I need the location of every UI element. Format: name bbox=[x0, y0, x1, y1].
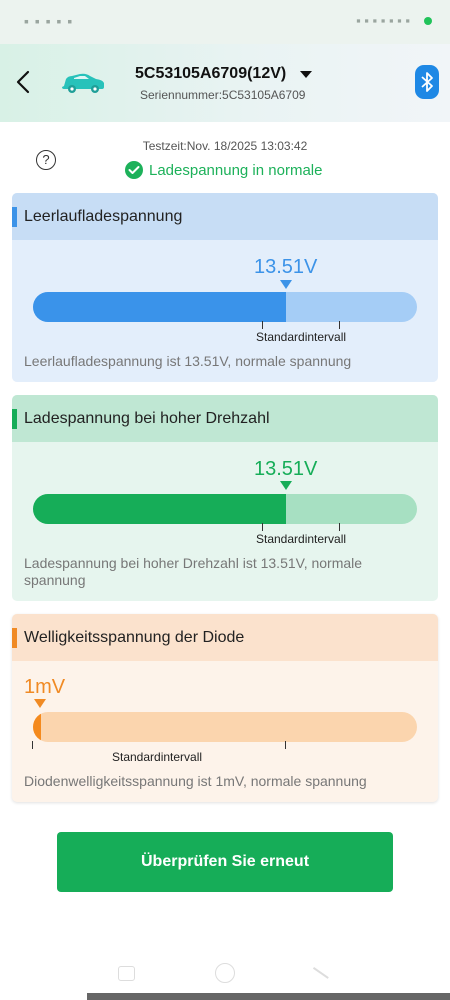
gauge-fill bbox=[33, 292, 287, 322]
card-accent bbox=[12, 628, 17, 648]
card-header: Ladespannung bei hoher Drehzahl bbox=[12, 395, 438, 442]
voltage-value: 13.51V bbox=[254, 458, 318, 480]
recent-apps-icon[interactable] bbox=[118, 966, 135, 981]
status-bar-indicators: ▪ ▪ ▪ ▪ ▪ ▪ ▪ bbox=[356, 13, 410, 28]
value-marker bbox=[280, 481, 292, 490]
status-bar-time: ▪ ▪ ▪ ▪ ▪ bbox=[24, 13, 74, 29]
bluetooth-icon bbox=[421, 72, 433, 92]
gauge-fill bbox=[33, 712, 41, 742]
card-description: Leerlaufladespannung ist 13.51V, normale… bbox=[24, 353, 352, 369]
card-title: Welligkeitsspannung der Diode bbox=[24, 629, 245, 646]
app-header: 5C53105A6709(12V) Seriennummer:5C53105A6… bbox=[0, 44, 450, 122]
card-accent bbox=[12, 409, 17, 429]
voltage-gauge bbox=[33, 712, 417, 742]
recheck-button[interactable]: Überprüfen Sie erneut bbox=[57, 832, 393, 892]
triangle-down-icon[interactable] bbox=[300, 71, 312, 78]
voltage-value: 1mV bbox=[24, 676, 66, 698]
gauge-fill bbox=[33, 494, 287, 524]
card-accent bbox=[12, 207, 17, 227]
range-label: Standardintervall bbox=[256, 330, 347, 344]
car-icon bbox=[62, 73, 104, 93]
bluetooth-button[interactable] bbox=[415, 65, 439, 99]
range-label: Standardintervall bbox=[112, 750, 203, 764]
range-end-tick bbox=[339, 523, 340, 531]
device-title[interactable]: 5C53105A6709(12V) bbox=[135, 65, 287, 82]
value-marker bbox=[34, 699, 46, 708]
card-description: Ladespannung bei hoher Drehzahl ist 13.5… bbox=[24, 555, 363, 588]
range-start-tick bbox=[262, 523, 263, 531]
serial-number: Seriennummer:5C53105A6709 bbox=[140, 88, 306, 102]
question-circle-icon[interactable]: ? bbox=[36, 150, 56, 170]
range-start-tick bbox=[32, 741, 33, 749]
value-marker bbox=[280, 280, 292, 289]
check-circle-icon bbox=[125, 161, 143, 179]
range-end-tick bbox=[285, 741, 286, 749]
card-description: Diodenwelligkeitsspannung ist 1mV, norma… bbox=[24, 773, 367, 789]
idle-charging-voltage-card: Leerlaufladespannung 13.51V Standardinte… bbox=[12, 193, 438, 382]
nav-back-icon[interactable] bbox=[313, 966, 329, 979]
range-end-tick bbox=[339, 321, 340, 329]
card-header: Welligkeitsspannung der Diode bbox=[12, 614, 438, 661]
back-button[interactable] bbox=[8, 64, 38, 100]
voltage-gauge bbox=[33, 494, 417, 524]
card-title: Ladespannung bei hoher Drehzahl bbox=[24, 410, 270, 427]
charging-status: Ladespannung in normale bbox=[125, 161, 322, 179]
system-nav-bar bbox=[0, 950, 450, 1000]
gesture-bar bbox=[87, 993, 450, 1000]
voltage-gauge bbox=[33, 292, 417, 322]
home-icon[interactable] bbox=[215, 963, 235, 983]
back-arrow-icon bbox=[16, 70, 30, 94]
range-start-tick bbox=[262, 321, 263, 329]
status-dot bbox=[424, 17, 432, 25]
status-bar: ▪ ▪ ▪ ▪ ▪ ▪ ▪ ▪ ▪ ▪ ▪ ▪ bbox=[0, 0, 450, 44]
test-time: Testzeit:Nov. 18/2025 13:03:42 bbox=[142, 139, 308, 153]
voltage-value: 13.51V bbox=[254, 256, 318, 278]
card-header: Leerlaufladespannung bbox=[12, 193, 438, 240]
card-title: Leerlaufladespannung bbox=[24, 208, 183, 225]
status-text: Ladespannung in normale bbox=[149, 161, 323, 179]
range-label: Standardintervall bbox=[256, 532, 347, 546]
high-rpm-charging-voltage-card: Ladespannung bei hoher Drehzahl 13.51V S… bbox=[12, 395, 438, 601]
diode-ripple-voltage-card: Welligkeitsspannung der Diode 1mV Standa… bbox=[12, 614, 438, 802]
